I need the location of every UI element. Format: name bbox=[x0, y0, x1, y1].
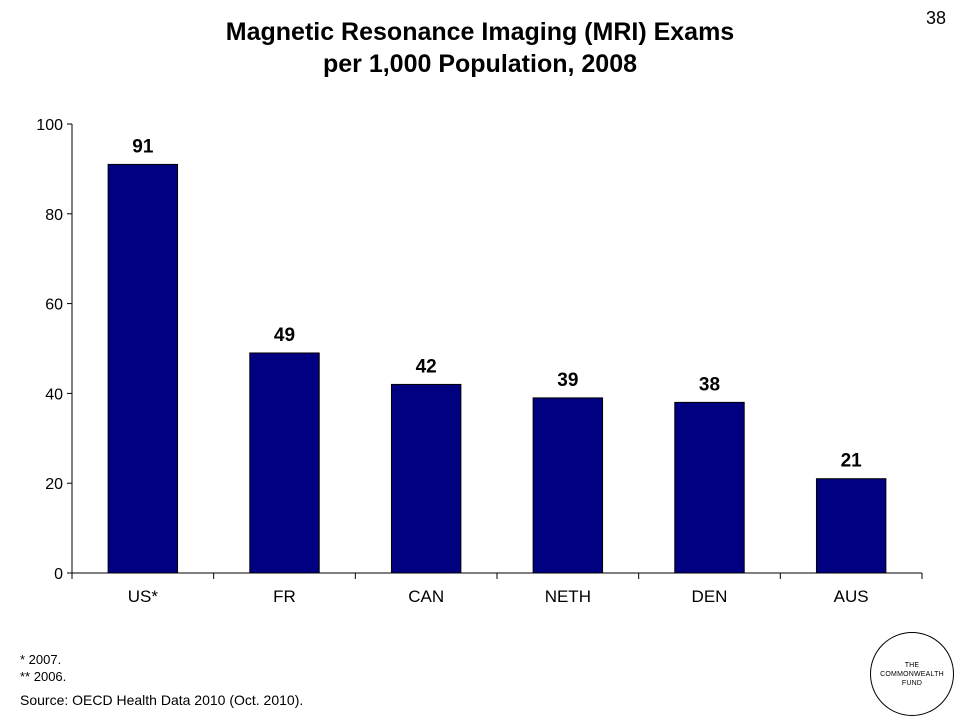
logo-line-2: COMMONWEALTH bbox=[880, 670, 944, 678]
y-tick-label: 60 bbox=[45, 297, 63, 314]
data-label: 49 bbox=[274, 325, 295, 346]
data-label: 21 bbox=[841, 451, 863, 472]
x-category-label: DEN bbox=[692, 587, 728, 606]
bar-chart: 0 20 40 60 80 100 91 US* 49 FR 42 CAN 39 NETH 38 DEN 21 A… bbox=[36, 117, 923, 606]
logo-line-1: THE bbox=[904, 661, 920, 669]
y-tick-label: 0 bbox=[54, 566, 63, 583]
bar-can bbox=[390, 383, 462, 574]
slide-number: 38 bbox=[925, 8, 946, 28]
bar-us bbox=[107, 163, 179, 574]
bar-den bbox=[674, 401, 745, 574]
chart-title: Magnetic Resonance Imaging (MRI) Exams p… bbox=[100, 16, 860, 80]
commonwealth-fund-logo: THE COMMONWEALTH FUND bbox=[870, 632, 954, 716]
x-category-label: US* bbox=[128, 587, 159, 606]
chart-title-line-1: Magnetic Resonance Imaging (MRI) Exams bbox=[225, 18, 735, 46]
data-label: 39 bbox=[557, 370, 578, 391]
bar-fr bbox=[249, 352, 320, 574]
data-label: 38 bbox=[699, 374, 720, 395]
footnote-2: ** 2006. bbox=[20, 669, 67, 684]
bar-aus bbox=[815, 478, 887, 574]
footnote-1: * 2007. bbox=[20, 652, 62, 667]
bar-neth bbox=[532, 397, 604, 574]
x-category-label: CAN bbox=[408, 587, 444, 606]
y-tick-label: 40 bbox=[45, 386, 63, 403]
x-category-label: NETH bbox=[545, 587, 591, 606]
source-note: Source: OECD Health Data 2010 (Oct. 2010… bbox=[20, 692, 304, 708]
chart-title-line-2: per 1,000 Population, 2008 bbox=[322, 50, 637, 78]
data-label: 91 bbox=[132, 136, 154, 157]
y-tick-label: 80 bbox=[45, 207, 63, 224]
y-tick-label: 20 bbox=[45, 476, 63, 493]
x-category-label: AUS bbox=[834, 587, 869, 606]
logo-line-3: FUND bbox=[901, 679, 923, 687]
data-label: 42 bbox=[416, 356, 437, 377]
x-category-label: FR bbox=[273, 587, 296, 606]
y-tick-label: 100 bbox=[36, 117, 63, 134]
